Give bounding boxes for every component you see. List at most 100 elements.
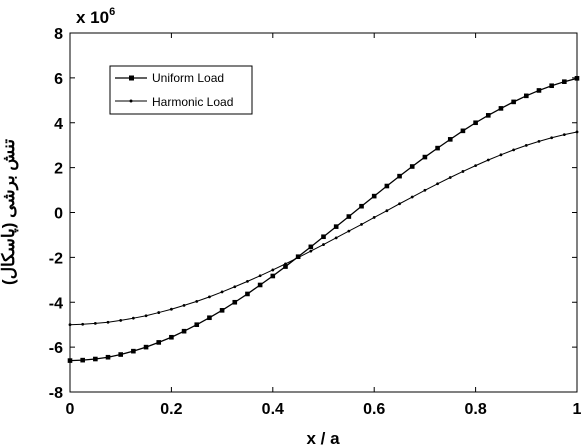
harmonic-load-point <box>284 262 287 266</box>
harmonic-load-point <box>182 303 186 307</box>
x-tick-label: 0 <box>66 401 75 418</box>
harmonic-load-point <box>562 133 566 137</box>
harmonic-load-point <box>246 279 249 283</box>
legend-harmonic-marker <box>129 99 133 103</box>
x-tick-label: 0.2 <box>160 401 182 418</box>
uniform-load-point <box>536 88 542 93</box>
uniform-load-point <box>105 354 111 360</box>
y-axis-title: تنش برشی (پاسکال) <box>0 139 19 285</box>
x-tick-label: 0.8 <box>464 401 486 418</box>
legend-harmonic-label: Harmonic Load <box>152 95 233 109</box>
harmonic-load-point <box>524 144 528 147</box>
x-tick-label: 0.4 <box>262 401 284 418</box>
harmonic-load-point <box>106 320 110 324</box>
uniform-load-point <box>359 203 364 209</box>
harmonic-load-point <box>385 209 389 213</box>
legend-box <box>109 65 253 115</box>
uniform-load-point <box>321 234 326 240</box>
harmonic-load-point <box>398 202 401 206</box>
harmonic-load-point <box>68 323 72 327</box>
uniform-load-point <box>270 273 276 279</box>
uniform-load-point <box>232 299 238 305</box>
uniform-load-point <box>93 356 98 362</box>
uniform-load-point <box>384 183 390 189</box>
harmonic-load-point <box>296 256 300 259</box>
harmonic-load-point <box>347 229 351 233</box>
uniform-load-point <box>397 173 402 179</box>
harmonic-load-point <box>233 285 237 289</box>
uniform-load-point <box>422 154 428 160</box>
harmonic-load-point <box>131 316 135 320</box>
y-tick-label: 8 <box>54 26 63 43</box>
x-tick-label: 1 <box>573 401 582 418</box>
harmonic-load-point <box>144 314 148 318</box>
uniform-load-point <box>435 145 440 151</box>
harmonic-load-point <box>550 136 554 140</box>
harmonic-load-point <box>220 290 224 294</box>
uniform-load-point <box>67 358 73 363</box>
x-axis-ticks: 0 0.2 0.4 0.6 0.8 1 <box>66 33 582 418</box>
harmonic-load-point <box>334 236 338 240</box>
uniform-load-point <box>194 322 200 327</box>
legend-uniform-label: Uniform Load <box>152 71 224 85</box>
harmonic-load-point <box>512 148 516 152</box>
harmonic-load-point <box>486 158 490 162</box>
harmonic-load-point <box>195 299 199 303</box>
harmonic-load-point <box>93 321 97 325</box>
uniform-load-point <box>447 137 453 142</box>
harmonic-load-point <box>322 243 325 246</box>
uniform-load-point <box>207 315 212 321</box>
x-axis-title: x / a <box>306 429 340 448</box>
uniform-load-point <box>511 99 516 105</box>
harmonic-load-point <box>170 307 173 311</box>
harmonic-load-point <box>499 153 503 157</box>
harmonic-load-point <box>81 322 85 326</box>
y-tick-label: 2 <box>54 161 63 178</box>
y-tick-label: 6 <box>54 71 63 88</box>
uniform-load-point <box>283 264 288 269</box>
uniform-load-point <box>245 291 250 297</box>
harmonic-load-point <box>448 176 452 179</box>
harmonic-load-point <box>575 130 579 134</box>
uniform-load-point <box>498 106 504 111</box>
uniform-load-point <box>118 352 123 357</box>
uniform-load-point <box>169 334 174 340</box>
uniform-load-point <box>485 113 491 118</box>
uniform-load-point <box>131 348 136 354</box>
harmonic-load-point <box>423 188 427 192</box>
y-tick-label: -4 <box>49 295 63 312</box>
harmonic-load-point <box>410 195 414 199</box>
harmonic-load-point <box>157 311 161 314</box>
uniform-load-point <box>80 357 85 363</box>
uniform-load-point <box>308 244 314 250</box>
y-tick-label: -6 <box>49 340 63 357</box>
uniform-load-point <box>524 93 529 99</box>
legend-uniform-marker <box>129 75 134 81</box>
uniform-load-point <box>371 193 377 199</box>
harmonic-load-point <box>208 295 211 299</box>
harmonic-load-point <box>436 182 439 186</box>
y-axis-ticks: -8 -6 -4 -2 0 2 4 6 8 <box>49 26 577 402</box>
uniform-load-point <box>346 214 352 219</box>
series-layer <box>67 76 580 363</box>
uniform-load-point <box>257 282 263 288</box>
harmonic-load-point <box>119 319 123 322</box>
y-tick-label: -8 <box>49 385 63 402</box>
harmonic-load-point <box>360 222 363 226</box>
uniform-load-point <box>460 128 466 134</box>
uniform-load-point <box>181 328 187 334</box>
harmonic-load-point <box>474 164 477 168</box>
uniform-load-point <box>156 340 162 345</box>
uniform-load-point <box>219 308 225 313</box>
x-tick-label: 0.6 <box>363 401 385 418</box>
harmonic-load-point <box>461 170 465 173</box>
y-tick-label: 0 <box>54 206 63 223</box>
uniform-load-point <box>333 224 339 229</box>
uniform-load-point <box>574 76 580 81</box>
uniform-load-point <box>143 344 149 350</box>
y-multiplier-label: x 106 <box>76 6 115 27</box>
harmonic-load-point <box>309 249 313 253</box>
harmonic-load-point <box>372 216 376 219</box>
y-tick-label: 4 <box>54 116 63 133</box>
